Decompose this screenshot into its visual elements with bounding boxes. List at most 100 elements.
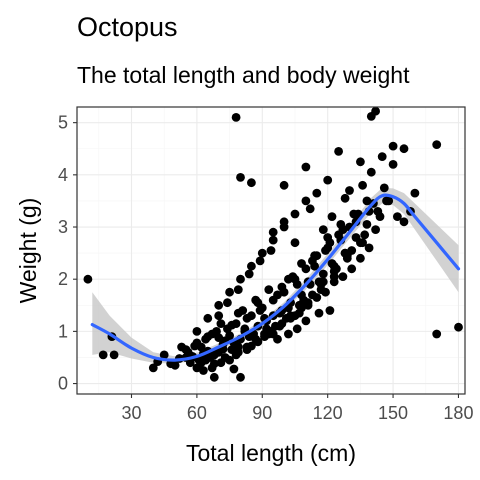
data-point — [345, 186, 354, 195]
data-point — [388, 160, 398, 169]
data-point — [257, 248, 267, 258]
data-point — [371, 106, 380, 116]
data-point — [236, 372, 245, 382]
x-axis-label: Total length (cm) — [186, 440, 356, 466]
data-point — [321, 287, 330, 297]
data-point — [382, 196, 391, 206]
data-point — [312, 188, 322, 198]
data-point — [399, 217, 409, 227]
data-point — [301, 162, 311, 172]
data-point — [347, 264, 357, 274]
data-point — [203, 332, 213, 341]
data-point — [325, 306, 335, 315]
data-point — [323, 175, 333, 185]
data-point — [279, 180, 289, 190]
data-point — [273, 334, 282, 344]
data-point — [277, 282, 287, 292]
data-point — [356, 253, 365, 263]
data-point — [284, 329, 293, 339]
data-point — [242, 342, 252, 352]
data-point — [170, 360, 180, 370]
data-point — [273, 290, 282, 300]
data-point — [314, 308, 324, 318]
data-point — [203, 313, 213, 323]
x-tick-label: 180 — [443, 403, 473, 423]
data-point — [297, 259, 306, 268]
data-point — [227, 320, 237, 330]
data-point — [303, 300, 313, 310]
data-point — [358, 180, 367, 190]
data-point — [223, 298, 232, 308]
smooth-trend-line — [90, 193, 461, 362]
y-axis-label: Weight (g) — [15, 198, 41, 304]
data-point — [242, 313, 252, 323]
y-tick-label: 0 — [58, 374, 68, 394]
data-point — [294, 308, 304, 318]
data-point — [373, 207, 383, 216]
data-point — [251, 334, 261, 344]
data-point — [338, 272, 348, 281]
chart-subtitle: The total length and body weight — [77, 62, 410, 88]
axes: 30 60 90 120 150 180 0 1 2 3 4 5 — [58, 113, 473, 423]
data-point — [284, 274, 293, 284]
data-point — [98, 350, 108, 360]
data-point — [292, 280, 302, 289]
data-point — [336, 220, 346, 229]
data-point — [279, 217, 289, 227]
data-point — [351, 233, 361, 242]
data-point — [159, 350, 169, 360]
data-point — [301, 196, 311, 206]
data-point — [340, 248, 350, 258]
data-point — [277, 319, 287, 328]
data-point — [214, 300, 224, 310]
data-point — [207, 363, 217, 373]
x-tick-label: 90 — [252, 403, 272, 423]
data-point — [290, 238, 300, 248]
data-point — [192, 327, 202, 336]
data-point — [292, 324, 302, 334]
data-point — [233, 285, 243, 294]
data-point — [268, 227, 278, 237]
y-tick-label: 2 — [58, 269, 68, 289]
data-point — [321, 246, 330, 255]
data-point — [364, 243, 374, 253]
data-point — [318, 277, 328, 287]
data-point — [393, 212, 402, 222]
data-point — [310, 261, 319, 271]
data-point — [255, 256, 265, 266]
data-point — [233, 347, 243, 357]
data-point — [244, 269, 254, 279]
data-point — [190, 341, 200, 351]
data-point — [83, 274, 93, 284]
data-point — [233, 308, 243, 318]
data-point — [432, 329, 442, 339]
x-tick-label: 60 — [187, 403, 207, 423]
data-point — [323, 233, 333, 242]
data-point — [236, 274, 245, 284]
data-point — [432, 140, 442, 150]
data-point — [214, 311, 224, 321]
data-point — [327, 212, 337, 222]
y-tick-label: 5 — [58, 113, 68, 133]
data-point — [356, 157, 365, 167]
plot-panel-border — [76, 106, 466, 395]
data-point — [410, 188, 420, 198]
data-point — [177, 342, 187, 352]
data-point — [329, 261, 339, 271]
data-point — [253, 298, 263, 308]
data-point — [255, 306, 265, 315]
data-point — [216, 319, 226, 328]
x-tick-label: 150 — [378, 403, 408, 423]
data-point — [260, 332, 269, 341]
y-tick-label: 4 — [58, 165, 68, 185]
x-tick-label: 30 — [121, 403, 141, 423]
data-point — [334, 147, 343, 156]
data-point — [379, 183, 389, 193]
data-point — [247, 178, 256, 188]
data-point — [247, 261, 256, 271]
data-point — [109, 350, 119, 360]
data-point — [201, 355, 211, 365]
data-point — [286, 313, 295, 323]
data-point — [212, 327, 221, 336]
